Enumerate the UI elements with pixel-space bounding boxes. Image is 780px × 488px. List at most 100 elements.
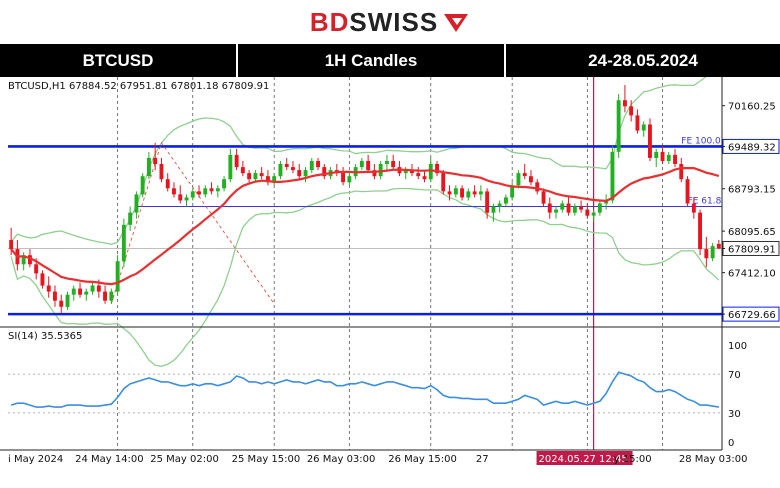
candle-body [34,264,39,274]
candle-body [572,206,577,213]
fib-618-label: FE 61.8 [688,197,722,207]
candle-body [416,173,421,177]
candle-body [560,203,565,210]
candle-body [403,170,408,174]
candle [572,203,577,216]
candle [616,94,621,158]
candle [71,285,76,301]
candle [284,157,289,171]
candle [654,148,659,168]
candle [641,121,646,137]
candle [184,194,189,207]
candle-body [347,176,352,183]
candle [685,176,690,207]
candle-body [679,164,684,180]
candle [522,164,527,180]
header-divider [504,44,506,77]
candle-body [234,154,239,168]
time-tick-label: 27 [476,454,489,465]
candle-body [716,243,721,249]
candle [59,294,64,313]
candle-body [184,197,189,201]
candle-body [9,240,14,250]
candle [366,154,371,174]
rsi-info-text: SI(14) 35.5365 [8,331,82,342]
header-bar: BTCUSD 1H Candles 24-28.05.2024 [0,44,780,77]
candle [554,206,558,219]
candle [648,118,652,161]
candle-body [247,173,252,180]
candle-body [278,164,283,177]
candle [510,182,515,201]
candle [629,100,634,122]
candle [266,170,270,186]
candle [541,188,546,207]
lower-band-line [10,187,720,367]
candle-body [685,179,690,204]
candle [215,185,220,198]
candle [209,182,214,195]
fib-trend-line [110,141,275,305]
candle-body [215,188,220,192]
candle-body [284,164,289,167]
candle [291,160,295,174]
candle [359,157,364,171]
time-tick-label: 28 May 03:00 [679,454,748,465]
cursor-time-label: 2024.05.27 12:45 [539,454,628,465]
candle-body [698,212,702,250]
candle [497,200,502,213]
candle [197,185,201,198]
price-chart[interactable]: FE 100.0 FE 61.8 70160.25 69489.32 68793.15… [0,77,780,488]
candle [435,160,439,177]
candle [710,243,715,262]
candle [40,270,45,289]
candle [391,154,396,171]
time-tick-label: 26 May 03:00 [307,454,376,465]
price-tick-label: 66729.66 [728,310,776,321]
candle-body [673,154,677,164]
candle-body [391,161,396,168]
candle-body [472,191,477,195]
candle-body [666,154,671,161]
candle-body [190,191,195,198]
candle-body [554,209,558,213]
candle-body [90,285,95,292]
candle [203,185,208,198]
candle-body [441,173,446,192]
candle [673,148,677,168]
candle-body [435,164,439,174]
candle [121,218,126,268]
candle [441,170,446,195]
candle [516,170,521,189]
candle-body [648,124,652,158]
candle [698,209,702,256]
candle-body [547,203,552,213]
candle-body [115,261,120,292]
candle-body [447,191,452,195]
candle-body [272,176,277,183]
logo-arrow-icon [444,14,469,32]
candle [46,276,51,298]
candle [422,170,427,183]
candle [460,185,464,201]
candle-body [209,188,214,192]
price-tick-label: 70160.25 [728,102,776,113]
candle-body [541,191,546,204]
candle-body [322,167,327,177]
candle-body [259,173,264,177]
candle-body [46,285,51,292]
candle-body [491,206,496,213]
candle [566,197,571,216]
candle-body [197,191,201,195]
candle-body [53,291,57,301]
price-tick-label: 68793.15 [728,185,776,196]
candle [84,288,89,301]
candle [309,157,314,174]
candle-body [78,288,82,295]
candle-body [84,291,89,295]
candle-body [303,170,308,177]
candle-body [222,179,226,189]
candle [453,185,458,198]
candle-body [710,246,715,259]
candle-body [253,173,258,180]
